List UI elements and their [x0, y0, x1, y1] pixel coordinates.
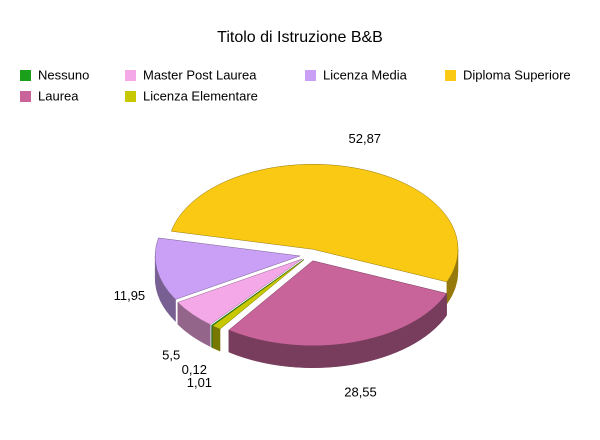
slice: [170, 164, 459, 283]
slice: [211, 259, 304, 326]
slice: [177, 258, 303, 325]
data-label: 28,55: [344, 385, 377, 400]
legend-swatch: [305, 70, 316, 81]
legend-swatch: [125, 70, 136, 81]
slice: [154, 237, 301, 300]
slice-tops: [154, 164, 459, 347]
legend-label: Master Post Laurea: [143, 67, 257, 82]
slice: [212, 259, 305, 330]
legend-label: Laurea: [38, 88, 79, 103]
legend-label: Diploma Superiore: [463, 67, 571, 82]
legend-label: Licenza Elementare: [143, 88, 258, 103]
legend-label: Nessuno: [38, 67, 89, 82]
legend-swatch: [20, 91, 31, 102]
legend-swatch: [125, 91, 136, 102]
data-label: 11,95: [114, 288, 146, 303]
slice: [228, 260, 448, 347]
data-label: 52,87: [349, 131, 382, 146]
legend-swatch: [445, 70, 456, 81]
legend-label: Licenza Media: [323, 67, 408, 82]
slice-side: [211, 324, 213, 349]
chart-title: Titolo di Istruzione B&B: [217, 29, 383, 46]
slice-side: [212, 325, 221, 352]
data-label: 1,01: [187, 375, 212, 390]
data-label: 5,5: [162, 347, 180, 362]
data-label: 0,12: [182, 362, 207, 377]
legend-swatch: [20, 70, 31, 81]
slice-sides: [154, 249, 459, 369]
